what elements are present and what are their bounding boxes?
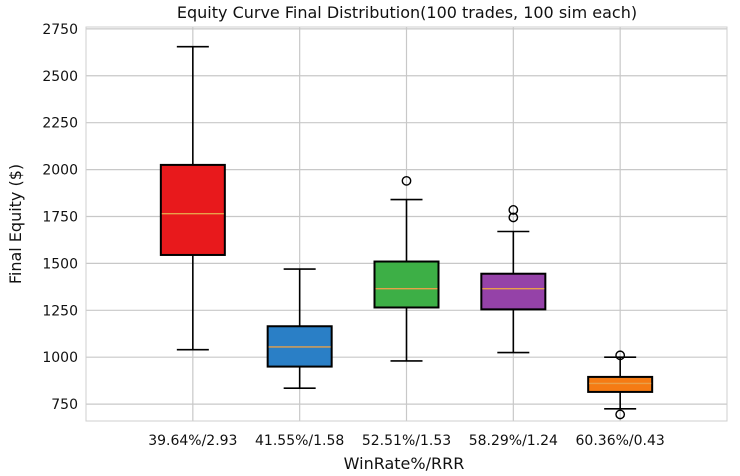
iqr-box xyxy=(159,163,226,256)
x-tick-label: 39.64%/2.93 xyxy=(148,433,237,449)
y-tick-label: 1000 xyxy=(42,350,78,366)
y-tick-label: 2500 xyxy=(42,69,78,85)
box-group xyxy=(266,268,333,389)
outlier-point xyxy=(401,175,412,186)
y-tick-label: 2250 xyxy=(42,116,78,132)
y-tick-label: 2000 xyxy=(42,163,78,179)
iqr-box xyxy=(480,272,547,311)
chart-title: Equity Curve Final Distribution(100 trad… xyxy=(177,3,637,22)
box-group xyxy=(373,175,440,362)
tick-layer: 750 1000 1250 1500 1750 2000 2250 2500 2750 39.64… xyxy=(42,22,664,449)
box-group xyxy=(480,205,547,354)
box-group xyxy=(587,350,654,420)
x-tick-label: 60.36%/0.43 xyxy=(576,433,665,449)
y-tick-label: 1250 xyxy=(42,303,78,319)
x-tick-label: 41.55%/1.58 xyxy=(255,433,344,449)
x-tick-label: 52.51%/1.53 xyxy=(362,433,451,449)
y-tick-label: 1750 xyxy=(42,209,78,225)
iqr-box xyxy=(373,260,440,309)
outlier-point xyxy=(615,409,626,420)
x-axis-title: WinRate%/RRR xyxy=(344,454,465,473)
x-tick-label: 58.29%/1.24 xyxy=(469,433,558,449)
outlier-point xyxy=(508,205,519,215)
y-tick-label: 750 xyxy=(51,397,78,413)
y-tick-label: 2750 xyxy=(42,22,78,38)
box-layer xyxy=(159,45,654,420)
iqr-box xyxy=(587,375,654,393)
outlier-point xyxy=(508,212,519,223)
y-axis-title: Final Equity ($) xyxy=(6,164,25,284)
box-group xyxy=(159,45,226,351)
outlier-point xyxy=(615,350,626,361)
y-tick-label: 1500 xyxy=(42,256,78,272)
plot-area-frame xyxy=(85,26,728,422)
